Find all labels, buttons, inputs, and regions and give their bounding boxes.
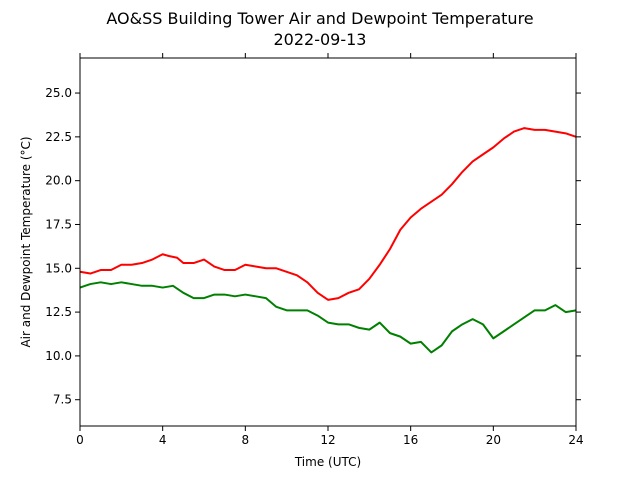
x-axis-label: Time (UTC) — [294, 455, 361, 469]
chart-subtitle: 2022-09-13 — [274, 30, 367, 49]
y-tick-label: 10.0 — [45, 349, 72, 363]
x-tick-label: 16 — [403, 433, 418, 447]
x-tick-label: 24 — [568, 433, 583, 447]
x-tick-label: 4 — [159, 433, 167, 447]
y-tick-label: 12.5 — [45, 305, 72, 319]
y-tick-label: 17.5 — [45, 217, 72, 231]
y-tick-label: 20.0 — [45, 174, 72, 188]
x-tick-label: 8 — [242, 433, 250, 447]
x-tick-label: 12 — [320, 433, 335, 447]
y-tick-label: 25.0 — [45, 86, 72, 100]
x-tick-label: 20 — [486, 433, 501, 447]
y-axis-label: Air and Dewpoint Temperature (°C) — [19, 136, 33, 347]
plot-frame — [79, 57, 577, 427]
series-layer — [79, 127, 577, 354]
y-tick-label: 7.5 — [53, 393, 72, 407]
x-axis-ticks: 0 4 8 12 16 20 24 — [76, 53, 584, 447]
y-axis-ticks: 7.5 10.0 12.5 15.0 17.5 20.0 22.5 25.0 — [45, 86, 581, 407]
series-line-1 — [79, 281, 577, 354]
y-tick-label: 15.0 — [45, 261, 72, 275]
chart-title: AO&SS Building Tower Air and Dewpoint Te… — [106, 9, 533, 28]
series-line-0 — [79, 127, 577, 301]
y-tick-label: 22.5 — [45, 130, 72, 144]
x-tick-label: 0 — [76, 433, 84, 447]
